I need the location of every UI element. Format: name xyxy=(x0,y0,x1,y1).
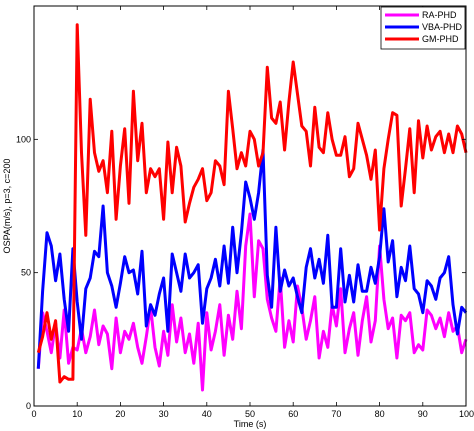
y-axis-title: OSPA(m/s), p=3, c=200 xyxy=(2,159,12,254)
y-tick-label: 50 xyxy=(21,268,31,278)
series-line-ra-phd xyxy=(36,212,468,392)
x-tick-label: 30 xyxy=(159,409,169,419)
x-tick-label: 40 xyxy=(202,409,212,419)
legend: RA-PHD VBA-PHD GM-PHD xyxy=(380,6,466,50)
legend-label-gm-phd: GM-PHD xyxy=(422,34,459,44)
legend-label-ra-phd: RA-PHD xyxy=(422,10,457,20)
y-tick-label: 100 xyxy=(16,134,31,144)
x-tick-label: 20 xyxy=(115,409,125,419)
x-tick-label: 90 xyxy=(418,409,428,419)
series-layer xyxy=(36,23,468,392)
x-tick-label: 60 xyxy=(288,409,298,419)
x-tick-label: 10 xyxy=(72,409,82,419)
x-tick-label: 0 xyxy=(31,409,36,419)
x-tick-label: 70 xyxy=(331,409,341,419)
x-tick-label: 100 xyxy=(459,409,474,419)
series-line-vba-phd xyxy=(36,148,468,369)
x-tick-label: 80 xyxy=(375,409,385,419)
x-axis-title: Time (s) xyxy=(234,419,267,429)
legend-label-vba-phd: VBA-PHD xyxy=(422,22,463,32)
tick-layer: 0 10 20 30 40 50 60 70 80 90 100 0 50 100 xyxy=(16,6,474,419)
y-tick-label: 0 xyxy=(26,401,31,411)
x-tick-label: 50 xyxy=(245,409,255,419)
series-line-gm-phd xyxy=(36,23,468,384)
